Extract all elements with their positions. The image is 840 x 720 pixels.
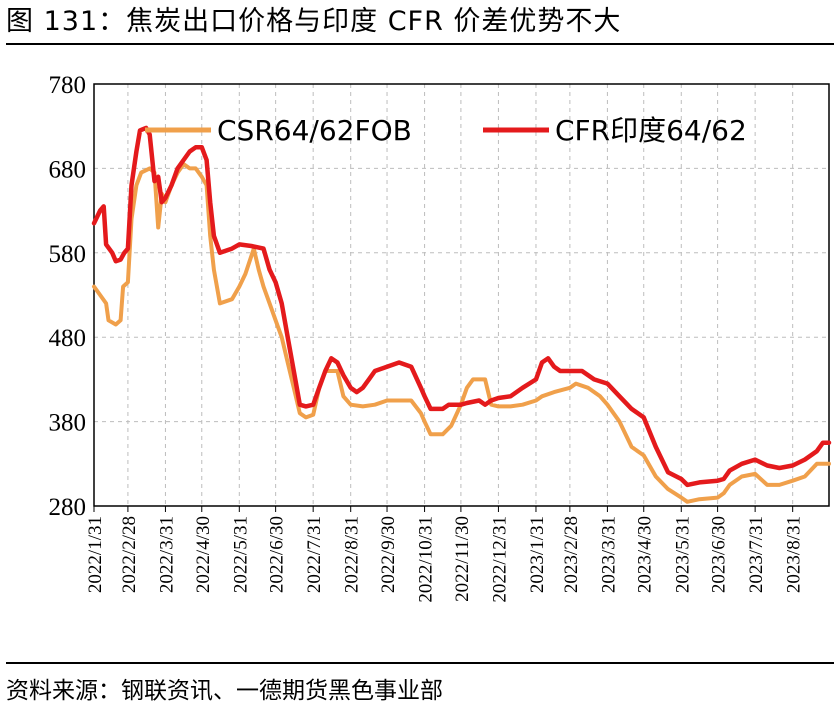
y-tick-label: 680 [49,156,87,183]
x-tick-label: 2023/4/30 [635,516,656,593]
grid-lines [93,83,829,507]
x-tick-label: 2022/3/31 [156,516,177,593]
x-tick-label: 2022/6/30 [267,516,288,593]
legend-label: CSR64/62FOB [217,114,412,147]
y-axis-ticks: 280 380 480 580 680 780 [49,72,87,521]
x-tick-label: 2022/10/31 [416,516,437,603]
footer-rule [6,662,834,664]
x-tick-label: 2022/4/30 [193,516,214,593]
x-tick-label: 2023/5/31 [672,516,693,593]
x-tick-label: 2023/6/30 [709,516,730,593]
series-line-cfr-india [91,125,832,488]
y-tick-label: 280 [49,494,87,521]
x-tick-label: 2022/5/31 [230,516,251,593]
source-note: 资料来源：钢联资讯、一德期货黑色事业部 [6,678,443,704]
x-tick-label: 2023/7/31 [746,516,767,593]
y-tick-label: 480 [49,325,87,352]
series-lines [91,125,832,504]
y-tick-label: 580 [49,241,87,268]
x-tick-label: 2022/9/30 [378,516,399,593]
plot-frame [93,83,830,507]
figure-title: 图 131：焦炭出口价格与印度 CFR 价差优势不大 [6,6,622,37]
y-tick-label: 380 [49,410,87,437]
x-tick-label: 2022/1/31 [85,516,106,593]
legend: CSR64/62FOB CFR印度64/62 [145,114,747,147]
x-tick-label: 2022/11/30 [452,516,473,602]
x-tick-label: 2022/8/31 [342,516,363,593]
x-tick-label: 2023/3/31 [598,516,619,593]
series-line-csr-fob [92,162,831,504]
x-axis-ticks: 2022/1/31 2022/2/28 2022/3/31 2022/4/30 2022… [85,506,805,603]
x-tick-label: 2023/2/28 [561,516,582,593]
y-tick-label: 780 [49,72,87,99]
x-tick-label: 2023/1/31 [527,516,548,593]
x-tick-label: 2022/7/31 [304,516,325,593]
title-rule [6,43,834,45]
legend-label: CFR印度64/62 [555,114,747,147]
x-tick-label: 2023/8/31 [784,516,805,593]
x-tick-label: 2022/2/28 [119,516,140,593]
x-tick-label: 2022/12/31 [489,516,510,603]
